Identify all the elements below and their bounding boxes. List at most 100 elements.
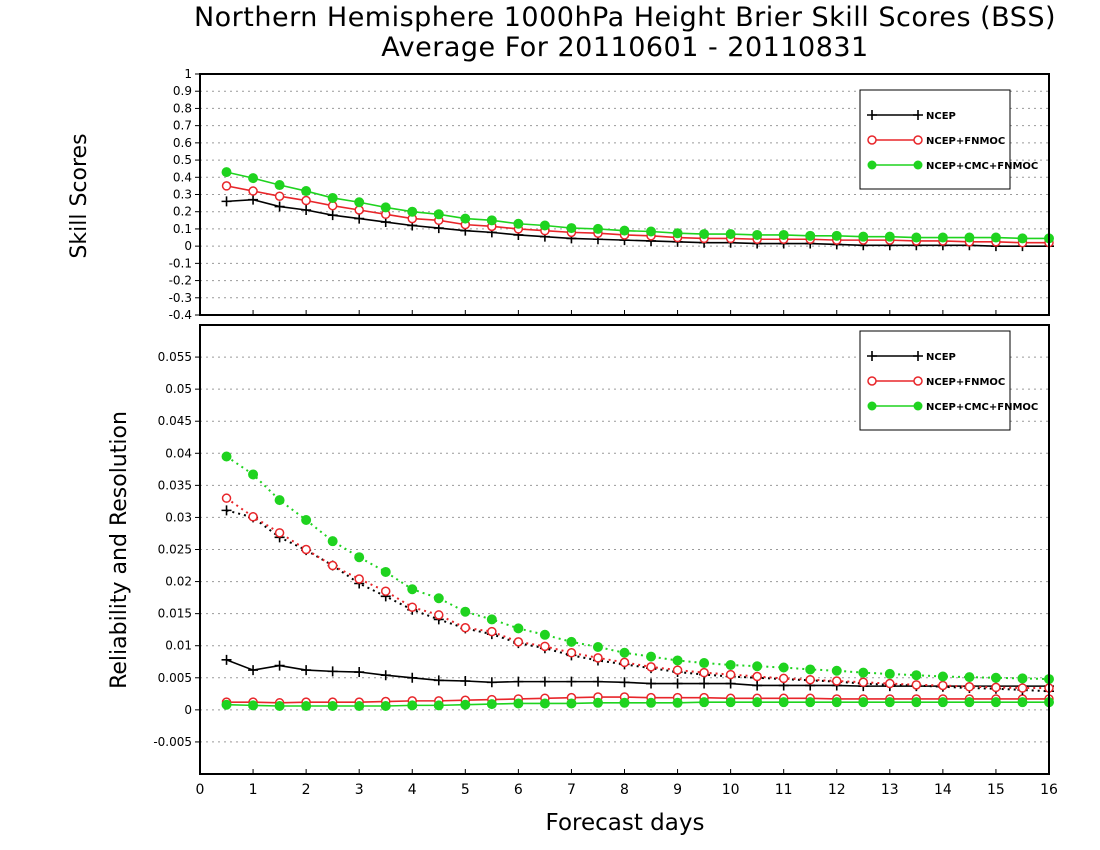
data-point (619, 657, 630, 668)
data-point (354, 574, 364, 584)
data-point (619, 697, 630, 708)
data-point (221, 699, 232, 710)
data-point (911, 670, 922, 681)
data-point (221, 451, 232, 462)
legend-marker (913, 110, 923, 120)
series-line (226, 659, 1049, 687)
y-tick-label: 0.5 (173, 153, 192, 167)
y-tick-label: 0.055 (158, 350, 192, 364)
data-point (301, 701, 312, 712)
data-point (301, 665, 312, 676)
data-point (460, 623, 471, 633)
data-point (805, 674, 815, 685)
y-tick-label: 0.6 (173, 136, 192, 150)
data-point (672, 655, 683, 666)
series-ncep-cmc-fnmoc-reliability (221, 697, 1054, 712)
data-point (248, 665, 259, 676)
data-point (646, 651, 657, 662)
x-tick-label: 14 (934, 782, 952, 798)
data-point (380, 202, 391, 213)
y-tick-label: 0.9 (173, 84, 192, 98)
data-point (248, 469, 259, 480)
data-point (433, 209, 444, 220)
data-point (566, 648, 577, 658)
legend-marker (913, 401, 923, 411)
data-point (884, 668, 895, 679)
data-point (990, 672, 1001, 683)
data-point (831, 665, 842, 676)
y-tick-label: 0.1 (173, 222, 192, 236)
data-point (407, 700, 418, 711)
legend-marker (913, 135, 923, 145)
legend-marker (913, 160, 923, 170)
x-tick-label: 1 (249, 782, 258, 798)
y-tick-label: 0.4 (173, 170, 192, 184)
legend-marker (867, 401, 877, 411)
y-tick-label: 0.035 (158, 478, 192, 492)
x-tick-label: 0 (196, 782, 205, 798)
data-point (646, 697, 657, 708)
legend-marker (867, 376, 877, 386)
data-point (725, 697, 736, 708)
data-point (778, 673, 789, 684)
data-point (274, 528, 285, 538)
data-point (407, 206, 418, 217)
data-point (487, 626, 497, 637)
data-point (433, 593, 444, 604)
data-point (301, 514, 312, 525)
data-point (566, 676, 577, 687)
data-point (274, 180, 285, 191)
data-point (937, 232, 948, 243)
x-tick-label: 2 (302, 782, 311, 798)
data-point (646, 226, 657, 237)
data-point (619, 647, 630, 658)
data-point (486, 677, 497, 688)
legend: NCEP NCEP+FNMOC NCEP+CMC+FNMOC (859, 89, 1038, 190)
data-point (858, 667, 869, 678)
data-point (725, 229, 736, 240)
series-line (226, 509, 1050, 693)
y-tick-label: 0.03 (165, 510, 192, 524)
data-point (486, 215, 497, 226)
data-point (964, 672, 975, 683)
data-point (513, 698, 524, 709)
x-tick-label: 3 (355, 782, 364, 798)
legend-marker (867, 110, 877, 120)
data-point (592, 697, 603, 708)
legend-label: NCEP+FNMOC (926, 136, 1005, 147)
data-point (699, 229, 710, 240)
data-point (752, 671, 762, 682)
legend-marker (913, 351, 923, 361)
data-point (301, 195, 311, 206)
y-tick-label: -0.1 (169, 256, 192, 270)
legend-label: NCEP+FNMOC (926, 377, 1005, 388)
data-point (990, 697, 1001, 708)
data-point (646, 662, 656, 672)
data-point (354, 197, 365, 208)
data-point (301, 204, 312, 215)
data-point (672, 697, 683, 708)
data-point (699, 697, 710, 708)
data-point (592, 641, 603, 652)
chart-subtitle: Average For 20110601 - 20110831 (381, 32, 869, 63)
chart-title: Northern Hemisphere 1000hPa Height Brier… (193, 2, 1057, 33)
data-point (221, 196, 232, 207)
data-point (513, 623, 524, 634)
data-point (486, 699, 497, 710)
data-point (221, 493, 232, 503)
data-point (354, 701, 365, 712)
data-point (592, 223, 603, 234)
data-point (540, 641, 550, 652)
data-point (1017, 673, 1028, 684)
data-point (327, 536, 338, 547)
legend-marker (867, 135, 877, 145)
data-point (354, 213, 365, 224)
data-point (274, 495, 285, 506)
data-point (380, 586, 391, 596)
data-point (407, 584, 418, 595)
series-line (226, 185, 1049, 244)
series-ncep-cmc-fnmoc-resolution (221, 451, 1054, 685)
y-tick-label: 0.045 (158, 414, 192, 428)
